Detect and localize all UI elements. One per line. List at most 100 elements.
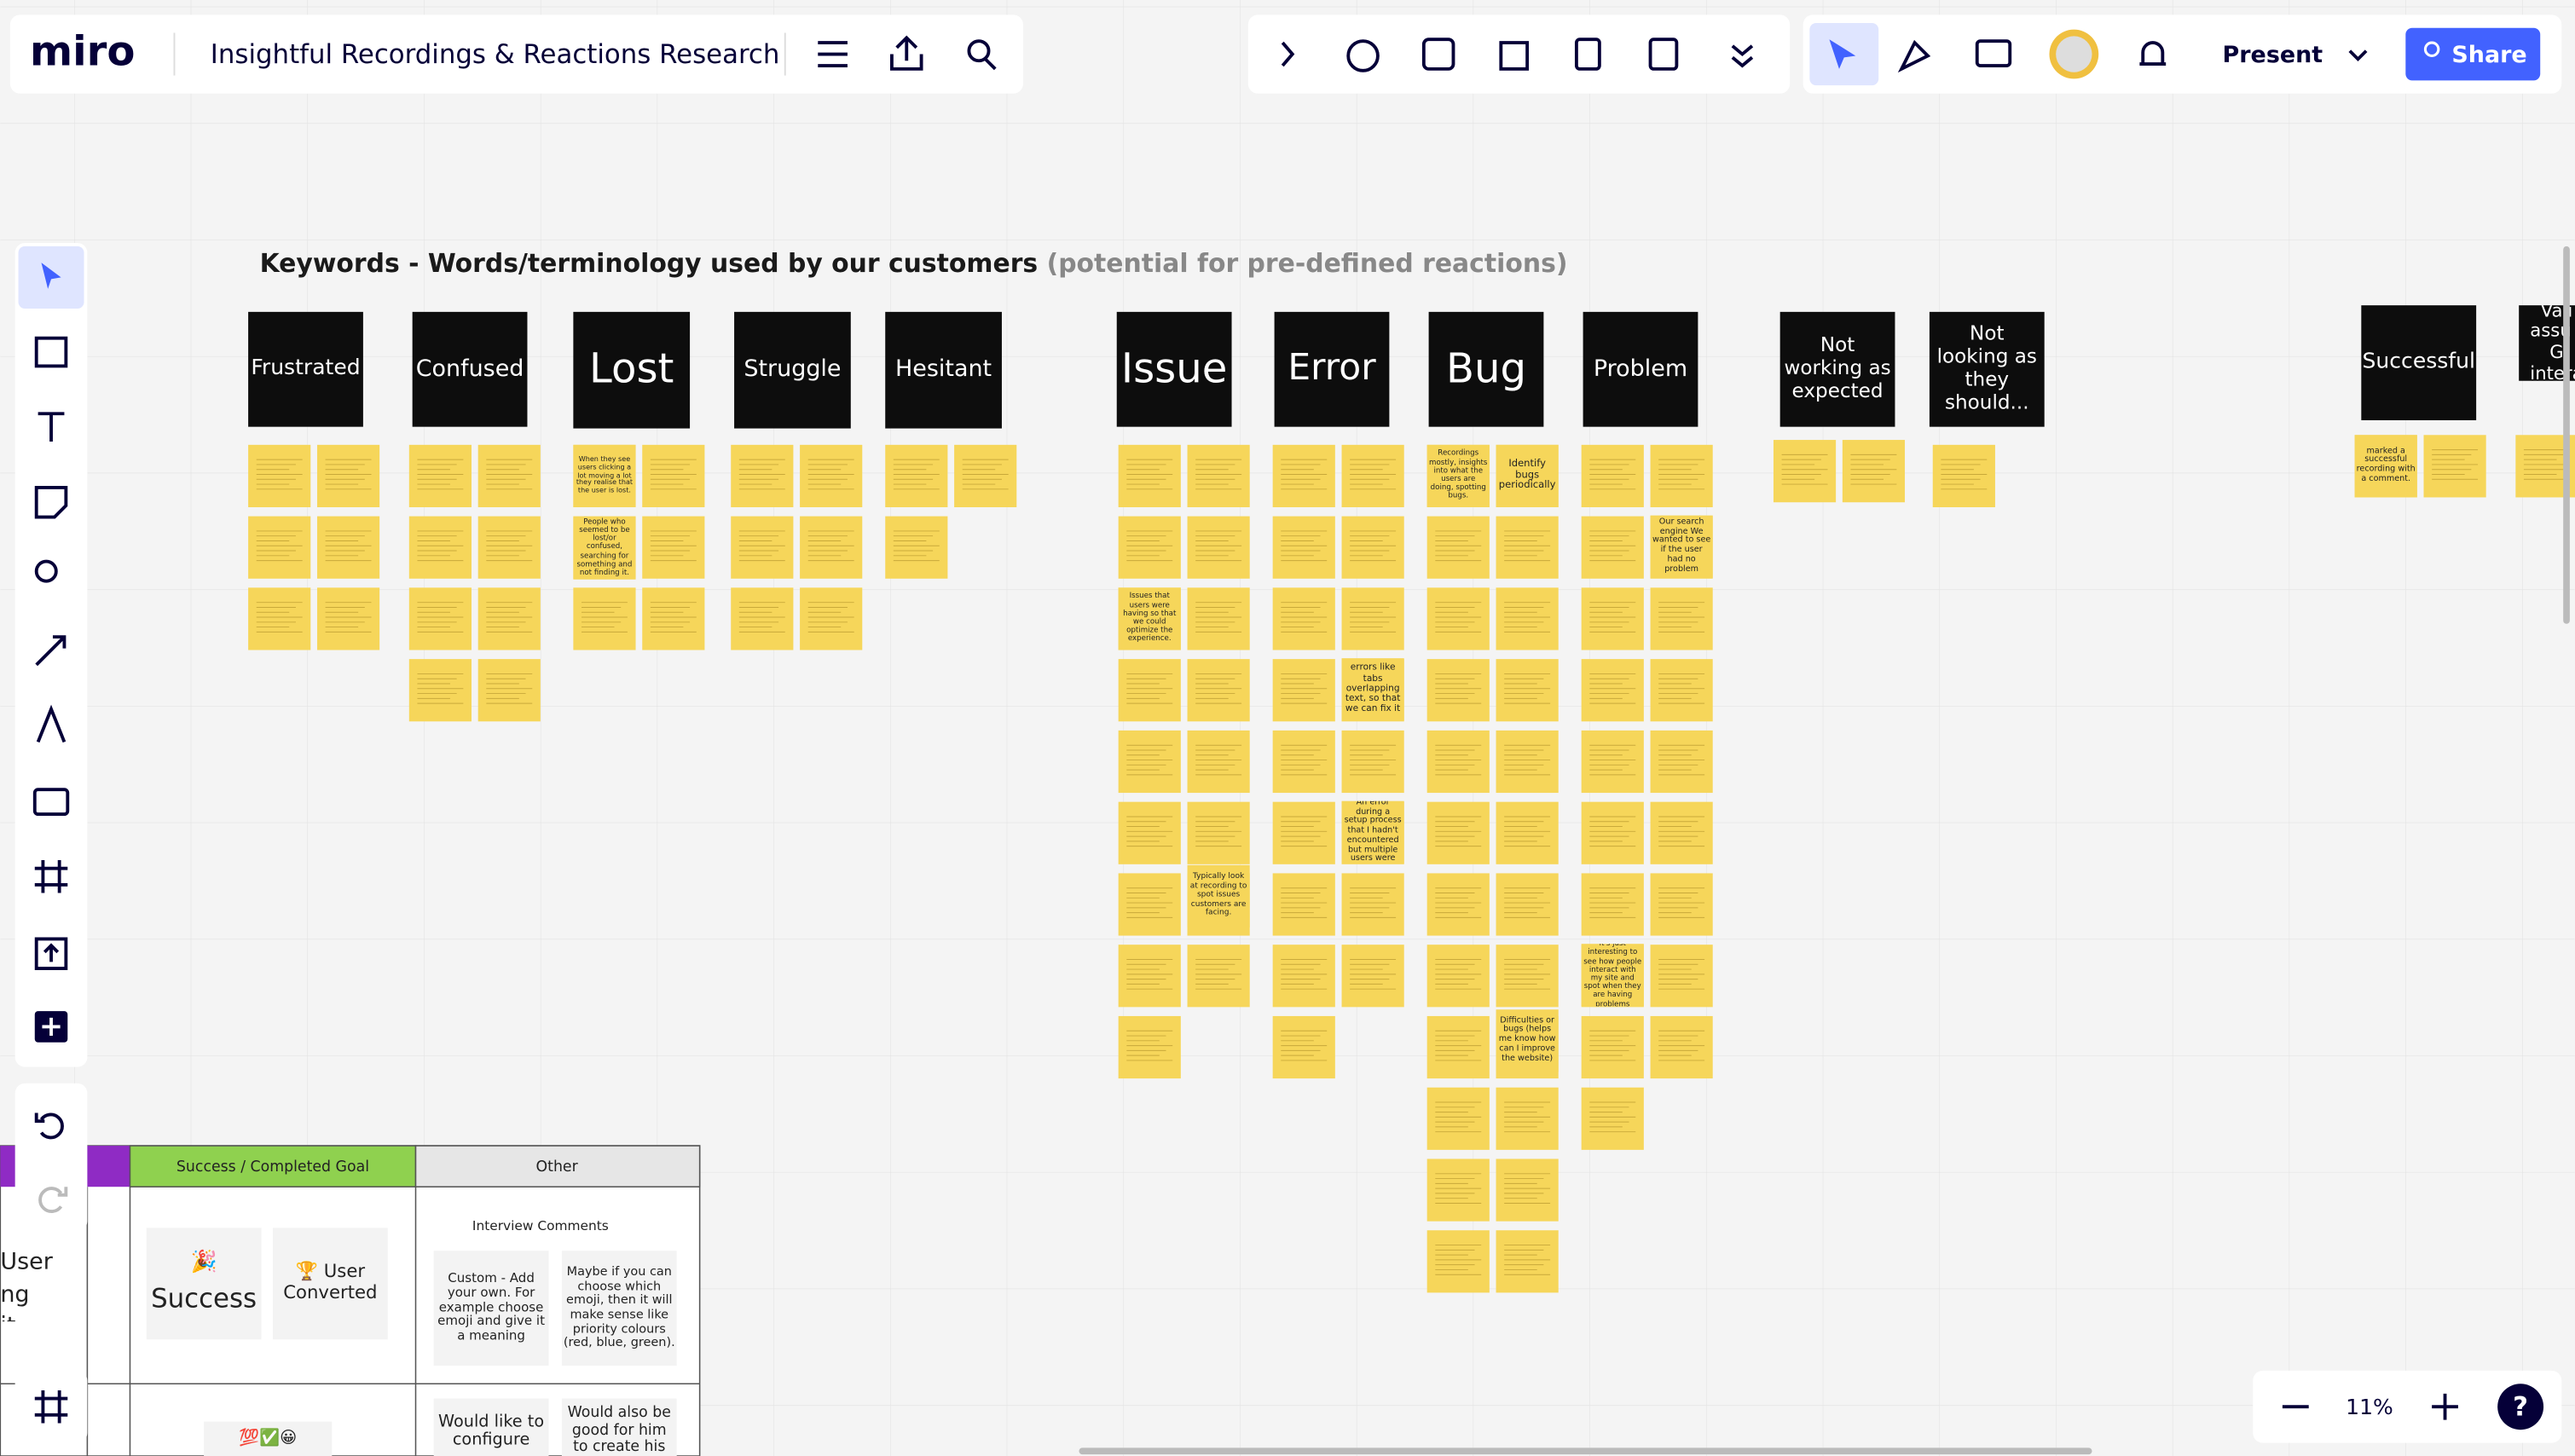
sticky-note[interactable] <box>731 516 794 579</box>
sticky-note[interactable] <box>800 587 863 650</box>
sticky-note[interactable] <box>1581 1087 1644 1150</box>
sticky-note[interactable] <box>1118 444 1181 508</box>
sticky-note[interactable] <box>1496 873 1559 936</box>
sticky-note[interactable] <box>1187 659 1250 722</box>
sticky-note[interactable] <box>1426 801 1490 864</box>
sticky-note[interactable] <box>248 587 311 650</box>
sticky-note[interactable] <box>248 516 311 579</box>
sticky-note[interactable] <box>1650 515 1713 578</box>
sticky-note[interactable] <box>1581 944 1644 1007</box>
board-title[interactable]: Insightful Recordings & Reactions Resear… <box>211 39 780 70</box>
sticky-note[interactable] <box>1118 730 1181 794</box>
keyword-sticky[interactable] <box>2361 305 2477 420</box>
zoom-level[interactable]: 11% <box>2346 1395 2393 1419</box>
sticky-note[interactable] <box>1581 444 1644 508</box>
sticky-note[interactable] <box>800 444 863 508</box>
sticky-note[interactable] <box>408 659 472 722</box>
sticky-note[interactable] <box>1426 1230 1490 1293</box>
present-label[interactable]: Present <box>2223 42 2323 68</box>
sticky-note[interactable] <box>885 444 948 508</box>
sticky-note[interactable] <box>1932 444 1995 508</box>
sticky-note[interactable] <box>885 516 948 579</box>
sticky-note[interactable] <box>1650 659 1713 722</box>
pen-tool[interactable] <box>36 704 67 743</box>
sticky-note[interactable] <box>316 444 380 508</box>
sticky-note[interactable] <box>1187 516 1250 579</box>
sticky-note[interactable] <box>1426 1087 1490 1150</box>
sticky-note[interactable] <box>1581 1015 1644 1079</box>
sticky-note[interactable] <box>316 516 380 579</box>
sticky-note[interactable] <box>1496 1230 1559 1293</box>
notes-icon[interactable] <box>1648 38 1679 71</box>
search-icon[interactable] <box>967 39 997 71</box>
sticky-note[interactable] <box>1426 1015 1490 1079</box>
keyword-sticky[interactable] <box>573 311 691 429</box>
sticky-note[interactable] <box>1842 440 1906 503</box>
sticky-note[interactable] <box>1496 1087 1559 1150</box>
keyword-sticky[interactable] <box>1929 311 2045 427</box>
sticky-note[interactable] <box>1650 1015 1713 1079</box>
sticky-note[interactable] <box>1581 873 1644 936</box>
sticky-note[interactable] <box>1426 1158 1490 1222</box>
sticky-tool[interactable] <box>34 485 68 519</box>
sticky-note[interactable] <box>1426 873 1490 936</box>
sticky-note[interactable] <box>1773 440 1837 503</box>
sticky-note[interactable] <box>477 516 541 579</box>
text-tool[interactable] <box>38 412 65 442</box>
sticky-note[interactable] <box>1496 945 1559 1008</box>
h-scrollbar[interactable] <box>1079 1447 2092 1455</box>
upload-tool[interactable] <box>34 937 68 971</box>
keyword-sticky[interactable] <box>1779 311 1895 427</box>
keyword-sticky[interactable] <box>1428 311 1544 427</box>
notifications-icon[interactable] <box>2139 41 2167 66</box>
sticky-note[interactable] <box>1426 516 1490 579</box>
sticky-note[interactable] <box>1426 659 1490 722</box>
sticky-note[interactable] <box>1650 587 1713 650</box>
keyword-sticky[interactable] <box>1583 311 1698 427</box>
sticky-note[interactable] <box>561 1398 677 1456</box>
present-button[interactable] <box>2192 27 2390 81</box>
sticky-note[interactable] <box>1426 587 1490 650</box>
sticky-note[interactable] <box>477 659 541 722</box>
sticky-note[interactable] <box>1187 945 1250 1008</box>
sticky-note[interactable] <box>1272 516 1335 579</box>
sticky-note[interactable] <box>2354 435 2417 498</box>
sticky-note[interactable] <box>642 516 705 579</box>
sticky-note[interactable] <box>1187 587 1250 650</box>
sticky-note[interactable] <box>1496 1009 1559 1072</box>
sticky-note[interactable] <box>954 444 1017 508</box>
sticky-note[interactable] <box>408 444 472 508</box>
sticky-note[interactable] <box>1650 730 1713 794</box>
sticky-note[interactable] <box>642 587 705 650</box>
sticky-note[interactable] <box>1496 587 1559 650</box>
sticky-note[interactable] <box>1581 801 1644 864</box>
sticky-note[interactable] <box>1426 730 1490 794</box>
comment-tool[interactable] <box>32 788 70 817</box>
share-button[interactable] <box>2405 27 2541 81</box>
sticky-note[interactable] <box>1496 730 1559 794</box>
sticky-note[interactable] <box>1272 659 1335 722</box>
sticky-note[interactable] <box>1118 945 1181 1008</box>
sticky-note[interactable] <box>1581 730 1644 794</box>
sticky-note[interactable] <box>642 444 705 508</box>
sticky-note[interactable] <box>1272 444 1335 508</box>
sticky-note[interactable] <box>1426 444 1490 508</box>
share-label[interactable]: Share <box>2451 42 2526 68</box>
frame-tool[interactable] <box>34 860 68 893</box>
sticky-note[interactable] <box>408 516 472 579</box>
sticky-note[interactable] <box>1187 444 1250 508</box>
line-tool[interactable] <box>35 635 67 667</box>
sticky-note[interactable] <box>1272 801 1335 864</box>
sticky-note[interactable] <box>573 517 636 580</box>
sticky-note[interactable] <box>433 1251 549 1366</box>
sticky-note[interactable] <box>800 516 863 579</box>
keyword-sticky[interactable] <box>885 311 1002 429</box>
sticky-note[interactable] <box>1118 873 1181 936</box>
frames-icon[interactable] <box>34 1390 68 1424</box>
undo[interactable] <box>34 1112 64 1140</box>
keyword-sticky[interactable] <box>412 311 528 427</box>
sticky-note[interactable] <box>1650 444 1713 508</box>
sticky-note[interactable] <box>1118 516 1181 579</box>
sticky-note[interactable] <box>1341 587 1404 650</box>
present-dropdown[interactable] <box>2348 49 2368 62</box>
